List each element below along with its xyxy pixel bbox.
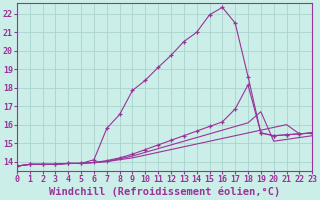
- X-axis label: Windchill (Refroidissement éolien,°C): Windchill (Refroidissement éolien,°C): [49, 187, 280, 197]
